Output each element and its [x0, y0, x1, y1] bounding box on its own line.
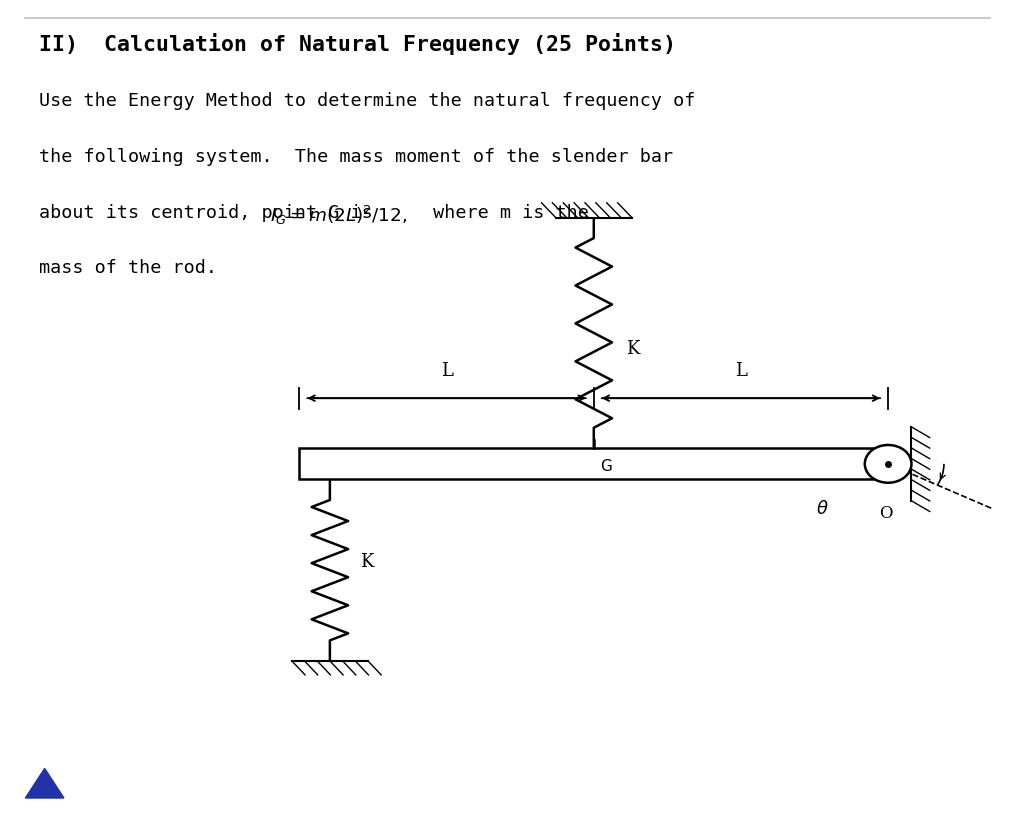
- Text: Use the Energy Method to determine the natural frequency of: Use the Energy Method to determine the n…: [39, 92, 695, 110]
- Text: L: L: [441, 362, 453, 380]
- Circle shape: [865, 445, 911, 483]
- Text: II)  Calculation of Natural Frequency (25 Points): II) Calculation of Natural Frequency (25…: [39, 33, 676, 55]
- Text: $I_G = m(2L)^2/12,$: $I_G = m(2L)^2/12,$: [270, 204, 407, 227]
- Text: G: G: [600, 459, 612, 474]
- Text: L: L: [735, 362, 747, 380]
- Text: the following system.  The mass moment of the slender bar: the following system. The mass moment of…: [39, 148, 673, 166]
- Polygon shape: [25, 768, 64, 798]
- Text: about its centroid, point G is: about its centroid, point G is: [39, 204, 384, 222]
- Text: K: K: [360, 553, 374, 571]
- Text: O: O: [879, 505, 893, 521]
- Text: K: K: [626, 341, 639, 358]
- Bar: [299, 448, 888, 479]
- Text: where m is the: where m is the: [422, 204, 589, 222]
- Text: $\theta$: $\theta$: [816, 500, 828, 518]
- Text: mass of the rod.: mass of the rod.: [39, 259, 216, 277]
